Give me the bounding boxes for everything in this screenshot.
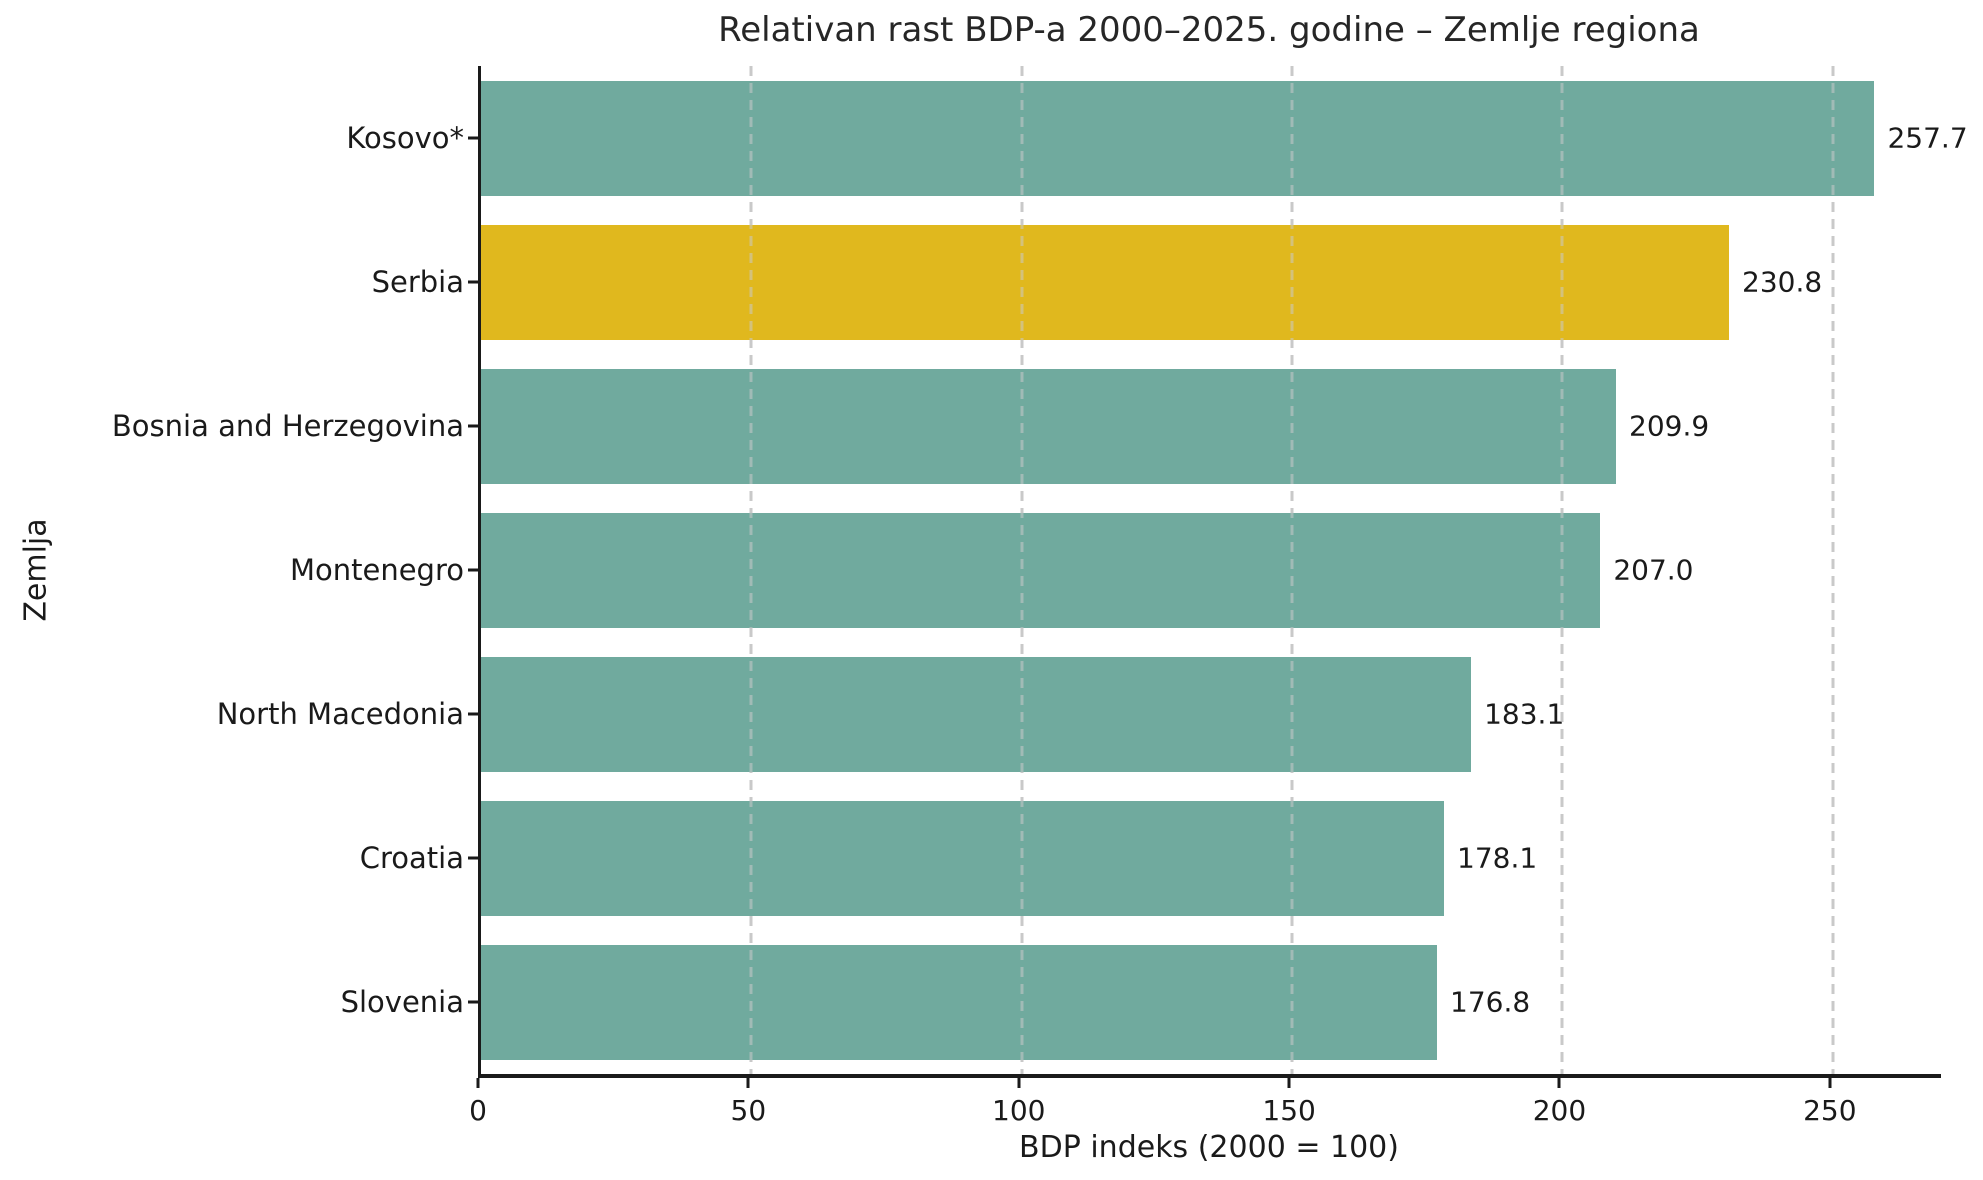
x-tick-mark-50 <box>746 1078 750 1088</box>
bar-serbia: 230.8 <box>481 224 1822 340</box>
plot-area: Kosovo* 257.7 Serbia 230.8 Bosnia and Herzeg… <box>112 66 1968 1078</box>
value-label-kosovo: 257.7 <box>1887 121 1968 155</box>
bar-row-serbia: Serbia 230.8 <box>372 210 1941 354</box>
x-tick-label-100: 100 <box>992 1094 1046 1127</box>
y-tick-mark-bosnia-and-herzegovina <box>468 424 478 428</box>
y-axis-label: Zemlja <box>18 518 54 622</box>
value-label-north-macedonia: 183.1 <box>1484 697 1565 731</box>
bar-north-macedonia: 183.1 <box>481 656 1564 772</box>
x-tick-label-150: 150 <box>1262 1094 1316 1127</box>
bar-croatia: 178.1 <box>481 800 1537 916</box>
category-label-north-macedonia: North Macedonia <box>216 697 464 731</box>
y-tick-mark-serbia <box>468 280 478 284</box>
y-tick-mark-north-macedonia <box>468 712 478 716</box>
category-label-kosovo: Kosovo* <box>346 121 464 155</box>
y-tick-mark-montenegro <box>468 568 478 572</box>
y-tick-mark-kosovo <box>468 136 478 140</box>
bar-bosnia-and-herzegovina: 209.9 <box>481 368 1709 484</box>
bar-row-north-macedonia: North Macedonia 183.1 <box>217 642 1941 786</box>
category-label-croatia: Croatia <box>359 841 464 875</box>
category-label-montenegro: Montenegro <box>289 553 464 587</box>
bar-row-croatia: Croatia 178.1 <box>360 786 1941 930</box>
x-tick-label-250: 250 <box>1803 1094 1857 1127</box>
bar-montenegro: 207.0 <box>481 512 1694 628</box>
x-tick-label-200: 200 <box>1532 1094 1587 1127</box>
value-label-croatia: 178.1 <box>1457 841 1538 875</box>
x-axis: 0 50 100 150 200 250 <box>469 1078 1938 1148</box>
category-label-slovenia: Slovenia <box>340 985 464 1019</box>
y-tick-mark-slovenia <box>468 1000 478 1004</box>
chart-title: Relativan rast BDP-a 2000–2025. godine –… <box>718 10 1700 50</box>
x-tick-mark-0 <box>476 1078 480 1088</box>
bar-kosovo: 257.7 <box>481 80 1968 196</box>
bar-row-bosnia-and-herzegovina: Bosnia and Herzegovina 209.9 <box>112 354 1941 498</box>
value-label-montenegro: 207.0 <box>1613 553 1694 587</box>
y-tick-mark-croatia <box>468 856 478 860</box>
bar-slovenia: 176.8 <box>481 944 1530 1060</box>
x-tick-mark-150 <box>1287 1078 1291 1088</box>
value-label-slovenia: 176.8 <box>1450 985 1531 1019</box>
value-label-bosnia-and-herzegovina: 209.9 <box>1629 409 1710 443</box>
x-axis-title: BDP indeks (2000 = 100) <box>1019 1130 1399 1165</box>
x-tick-label-50: 50 <box>730 1094 767 1127</box>
bar-row-slovenia: Slovenia 176.8 <box>341 930 1941 1074</box>
bar-row-montenegro: Montenegro 207.0 <box>290 498 1941 642</box>
category-label-bosnia-and-herzegovina: Bosnia and Herzegovina <box>111 409 464 443</box>
bars-layer: Kosovo* 257.7 Serbia 230.8 Bosnia and Herzeg… <box>112 66 1968 1074</box>
x-tick-label-0: 0 <box>469 1094 487 1127</box>
x-tick-mark-250 <box>1828 1078 1832 1088</box>
x-tick-mark-200 <box>1557 1078 1561 1088</box>
x-tick-mark-100 <box>1017 1078 1021 1088</box>
value-label-serbia: 230.8 <box>1742 265 1823 299</box>
bar-row-kosovo: Kosovo* 257.7 <box>346 66 1968 210</box>
category-label-serbia: Serbia <box>371 265 464 299</box>
